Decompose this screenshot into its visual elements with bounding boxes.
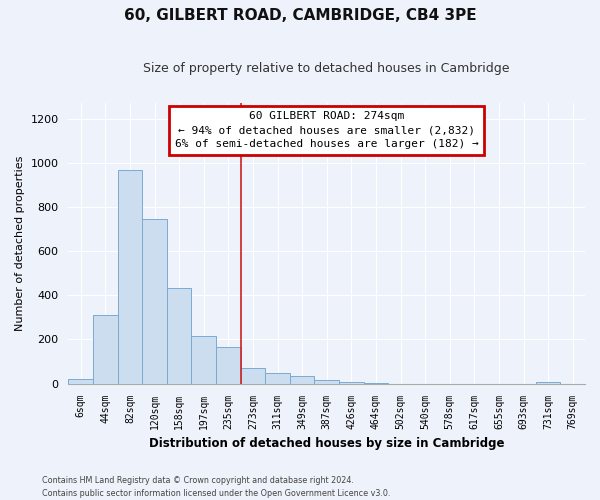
Title: Size of property relative to detached houses in Cambridge: Size of property relative to detached ho… xyxy=(143,62,510,76)
Text: 60, GILBERT ROAD, CAMBRIDGE, CB4 3PE: 60, GILBERT ROAD, CAMBRIDGE, CB4 3PE xyxy=(124,8,476,22)
Bar xyxy=(118,170,142,384)
X-axis label: Distribution of detached houses by size in Cambridge: Distribution of detached houses by size … xyxy=(149,437,505,450)
Bar xyxy=(290,376,314,384)
Bar xyxy=(93,315,118,384)
Bar xyxy=(536,382,560,384)
Bar xyxy=(68,380,93,384)
Bar xyxy=(167,288,191,384)
Bar xyxy=(241,368,265,384)
Bar xyxy=(142,219,167,384)
Bar xyxy=(314,380,339,384)
Y-axis label: Number of detached properties: Number of detached properties xyxy=(15,156,25,331)
Bar xyxy=(265,374,290,384)
Bar xyxy=(339,382,364,384)
Bar xyxy=(216,347,241,384)
Text: 60 GILBERT ROAD: 274sqm
← 94% of detached houses are smaller (2,832)
6% of semi-: 60 GILBERT ROAD: 274sqm ← 94% of detache… xyxy=(175,112,479,150)
Bar xyxy=(191,336,216,384)
Text: Contains HM Land Registry data © Crown copyright and database right 2024.
Contai: Contains HM Land Registry data © Crown c… xyxy=(42,476,391,498)
